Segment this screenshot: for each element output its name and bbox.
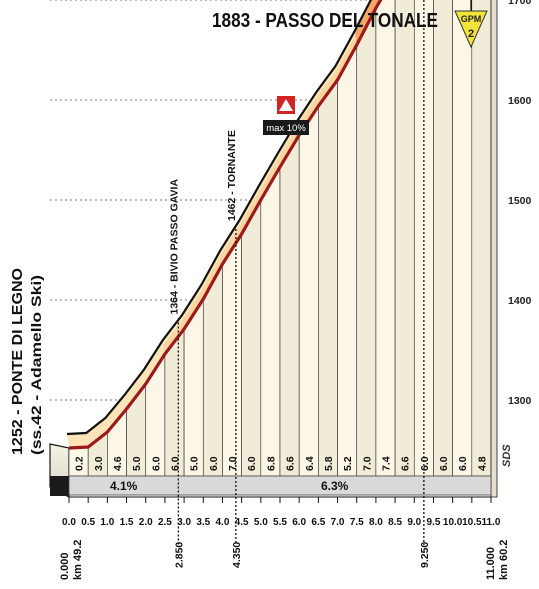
face-segment [318,79,338,477]
chart-title: 1883 - PASSO DEL TONALE [212,10,438,32]
face-segment [356,7,377,477]
distance-tick-label: 1.0 [100,517,114,528]
start-name: 1252 - PONTE DI LEGNO [9,268,26,455]
segment-gradient: 6.0 [419,456,431,471]
gpm-label: GPM [461,14,482,24]
elevation-tick-label: 1400 [508,295,532,307]
distance-tick-label: 3.5 [196,517,210,528]
distance-tick-label: 4.5 [235,517,249,528]
face-segment [337,44,358,477]
segment-gradient: 6.0 [246,456,258,471]
segment-gradient: 5.0 [131,456,143,471]
distance-axis: 0.0 0.5 1.0 1.5 2.0 2.5 3.0 3.5 4.0 4.5 5.0 5.5 6.0 6… [62,496,501,528]
landmark-name: 1462 - TORNANTE [226,130,238,221]
gpm-badge: GPM 2 [454,10,488,49]
segment-gradient: 4.6 [112,456,124,471]
average-gradient-label: 6.3% [321,479,349,493]
distance-tick-label: 9.5 [427,517,441,528]
landmarks-layer: 1364 - BIVIO PASSO GAVIA 2.850 1462 - TORN… [168,0,472,568]
segment-gradient: 6.0 [457,456,469,471]
sds-logo: SDS [501,444,513,467]
segment-gradient: 6.0 [438,456,450,471]
distance-tick-label: 9.0 [407,517,421,528]
segment-gradient: 7.4 [381,456,393,471]
road-line [68,0,383,450]
segment-gradient: 4.8 [476,456,488,471]
road-surface [67,0,381,448]
segment-gradient: 3.0 [93,456,105,471]
finish-km: 11.000 [485,547,497,580]
landmark-km: 2.850 [173,542,185,568]
elevation-tick-label: 1500 [508,195,532,207]
distance-tick-label: 3.0 [177,517,191,528]
landmark-km: 9.250 [419,542,431,568]
start-subtitle: (ss.42 - Adamello Ski) [28,275,44,455]
distance-tick-label: 0.5 [81,517,95,528]
distance-tick-label: 11.0 [482,517,501,528]
start-race-km: km 49.2 [72,540,84,580]
average-gradient-band [68,475,492,496]
elevation-tick-label: 1300 [508,395,532,407]
distance-tick-label: 7.5 [350,517,364,528]
segment-gradient: 5.8 [323,456,335,471]
start-wall-base [50,476,69,496]
segment-gradient: 6.8 [265,456,277,471]
max-gradient-label: max 10% [266,123,306,134]
distance-tick-label: 4.0 [216,517,230,528]
gpm-category: 2 [468,28,474,40]
face-segment [452,0,473,477]
segment-gradient: 5.2 [342,456,354,471]
terrain-layer: 4.1% 6.3% [49,0,498,498]
end-face [490,0,498,498]
segment-gradient: 0.2 [74,456,86,471]
distance-tick-label: 6.0 [292,517,306,528]
face-segment [298,105,319,477]
distance-tick-label: 10.5 [462,517,482,528]
gradient-labels: 0.2 3.0 4.6 5.0 6.0 6.0 5.0 6.0 7.0 6.0 6.8 6.6 6.4 5… [74,456,489,471]
distance-tick-label: 8.0 [369,517,383,528]
elevation-axis: 130014001500160017001800 [508,0,532,407]
segment-gradient: 7.0 [227,456,239,471]
face-segment [241,198,262,477]
segment-gradient: 6.4 [304,456,316,471]
average-gradient-label: 4.1% [110,479,138,493]
distance-tick-label: 2.5 [158,517,172,528]
distance-tick-label: 5.0 [254,517,268,528]
segment-gradient: 6.0 [208,456,220,471]
landmark-km: 4.350 [231,542,243,568]
segment-gradient: 7.0 [361,456,373,471]
distance-tick-label: 1.5 [120,517,134,528]
distance-tick-label: 6.5 [311,517,325,528]
face-segment [433,0,453,477]
distance-tick-label: 2.0 [139,517,153,528]
segment-gradient: 6.6 [400,456,412,471]
max-gradient-marker: max 10% [263,96,309,135]
mid-shade [162,37,357,354]
back-edge [66,0,373,436]
distance-tick-label: 10.0 [443,517,463,528]
face-segment [222,232,242,477]
face-segment [471,0,492,477]
finish-race-km: km 60.2 [498,540,510,580]
distance-tick-label: 8.5 [388,517,402,528]
segment-gradient: 6.0 [150,456,162,471]
face-segment [260,165,281,477]
start-km: 0.000 [59,552,71,580]
face-segment [375,0,396,477]
distance-tick-label: 7.0 [331,517,345,528]
face-segment [279,133,300,477]
landmark-name: 1364 - BIVIO PASSO GAVIA [168,179,180,315]
elevation-tick-label: 1700 [508,0,532,7]
face-segment [394,0,415,477]
distance-tick-label: 5.5 [273,517,287,528]
elevation-tick-label: 1600 [508,95,532,107]
segment-gradient: 5.0 [189,456,201,471]
segment-gradient: 6.6 [285,456,297,471]
segment-gradient: 6.0 [170,456,182,471]
distance-tick-label: 0.0 [62,517,76,528]
